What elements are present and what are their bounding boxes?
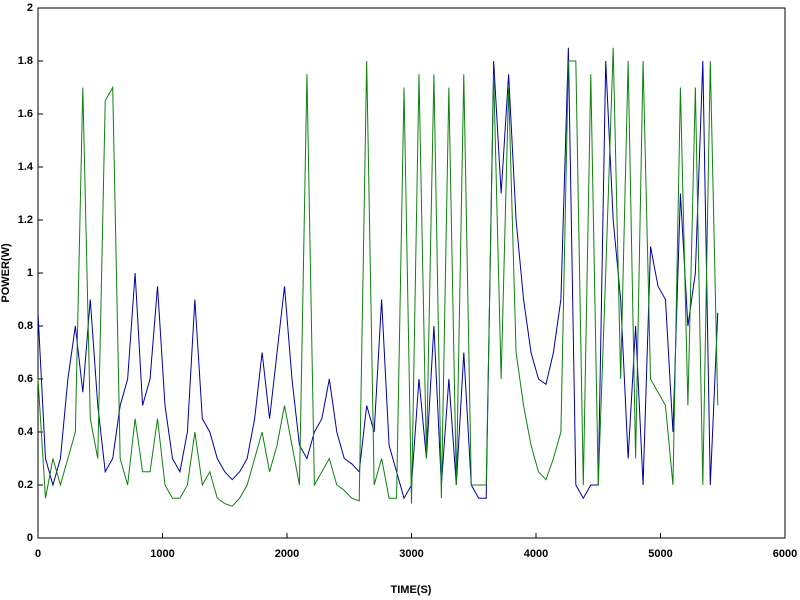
y-tick-label: 0.4 [18,426,34,438]
x-tick-label: 1000 [150,548,174,560]
y-tick-label: 0.6 [18,373,33,385]
y-tick-label: 1.4 [18,161,34,173]
x-tick-label: 0 [35,548,41,560]
y-tick-label: 0.8 [18,320,33,332]
x-tick-label: 4000 [524,548,548,560]
y-axis-label: POWER(W) [0,243,12,303]
y-tick-label: 0 [27,532,33,544]
x-tick-label: 2000 [275,548,299,560]
x-tick-label: 6000 [773,548,797,560]
x-axis-label: TIME(S) [391,584,432,596]
x-tick-label: 3000 [399,548,423,560]
y-tick-label: 1.2 [18,214,33,226]
x-tick-label: 5000 [648,548,672,560]
y-tick-label: 2 [27,2,33,14]
y-tick-label: 0.2 [18,479,33,491]
y-tick-label: 1.8 [18,55,33,67]
y-tick-label: 1.6 [18,108,33,120]
data-line [37,47,719,500]
y-tick-label: 1 [27,267,33,279]
data-line [37,47,719,507]
